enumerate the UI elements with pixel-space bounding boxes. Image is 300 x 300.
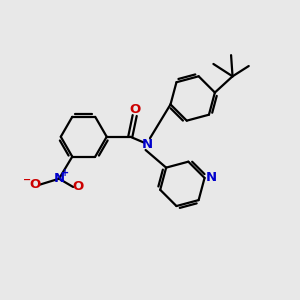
Text: N: N	[142, 138, 153, 151]
Text: O: O	[129, 103, 140, 116]
Text: +: +	[61, 168, 70, 178]
Text: N: N	[53, 172, 64, 185]
Text: −: −	[22, 175, 31, 185]
Text: N: N	[206, 171, 217, 184]
Text: O: O	[29, 178, 40, 191]
Text: O: O	[73, 181, 84, 194]
